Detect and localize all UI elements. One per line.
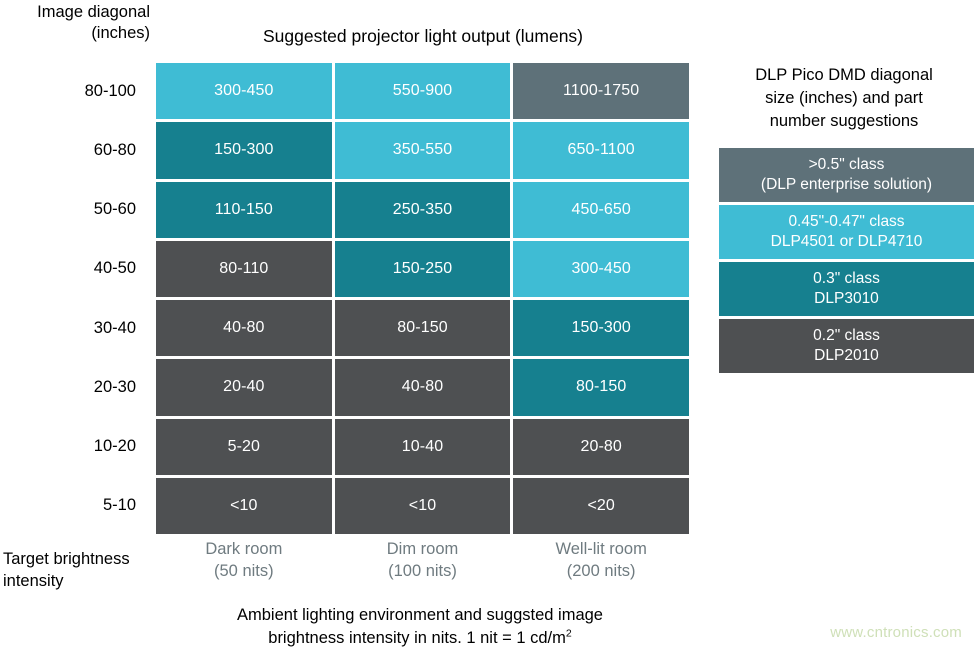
heatmap-cell: 110-150 [156, 181, 332, 238]
footnote-line2: brightness intensity in nits. 1 nit = 1 … [140, 627, 700, 650]
column-caption-line2: (100 nits) [388, 562, 457, 580]
heatmap-cell: 300-450 [513, 240, 689, 297]
legend-item-line2: DLP2010 [814, 347, 879, 364]
column-caption-line2: (200 nits) [566, 562, 636, 580]
row-label: 20-30 [93, 377, 136, 396]
heatmap-cell: 150-250 [334, 240, 511, 297]
legend-item-line1: >0.5" class [808, 156, 885, 173]
heatmap-cell: 650-1100 [513, 122, 689, 179]
legend-title: DLP Pico DMD diagonal size (inches) and … [714, 64, 974, 133]
footnote-superscript: 2 [565, 627, 572, 640]
column-caption-line1: Dark room [205, 540, 283, 558]
chart-footnote: Ambient lighting environment and suggste… [140, 604, 700, 650]
heatmap-grid: 300-450 550-900 1100-1750 150-300 350-550 650… [156, 63, 689, 534]
row-label: 5-10 [102, 496, 136, 515]
legend-item-line1: 0.3" class [813, 270, 880, 287]
legend: >0.5" class (DLP enterprise solution) 0.45… [719, 148, 974, 373]
heatmap-cell: 20-40 [156, 359, 332, 416]
column-caption-line1: Dim room [386, 540, 459, 558]
column-caption-line2: (50 nits) [214, 562, 274, 580]
watermark: www.cntronics.com [830, 624, 962, 641]
legend-item-line2: DLP3010 [814, 290, 879, 307]
row-label: 10-20 [93, 437, 136, 456]
column-caption: Dark room (50 nits) [156, 538, 332, 582]
heatmap-cell: 40-80 [334, 359, 511, 416]
legend-item: 0.3" class DLP3010 [719, 262, 974, 316]
chart-title: Suggested projector light output (lumens… [262, 26, 584, 46]
legend-item: >0.5" class (DLP enterprise solution) [719, 148, 974, 202]
row-label: 60-80 [93, 140, 136, 159]
bottom-left-caption-line1: Target brightness [3, 550, 130, 568]
heatmap-cell: <10 [156, 477, 332, 534]
legend-item-line1: 0.2" class [813, 327, 880, 344]
column-caption-line1: Well-lit room [555, 540, 647, 558]
row-axis-caption-line2: (inches) [91, 24, 150, 42]
heatmap-cell: 1100-1750 [513, 63, 689, 120]
legend-title-line2: size (inches) and part [765, 89, 923, 107]
bottom-left-axis-caption: Target brightness intensity [3, 548, 153, 592]
row-label: 80-100 [84, 81, 136, 100]
row-label: 40-50 [93, 259, 136, 278]
heatmap-cell: 250-350 [334, 181, 511, 238]
row-label: 30-40 [93, 318, 136, 337]
legend-item: 0.2" class DLP2010 [719, 319, 974, 373]
heatmap-cell: 300-450 [156, 63, 332, 120]
legend-item-line2: (DLP enterprise solution) [760, 176, 933, 193]
heatmap-cell: <20 [513, 477, 689, 534]
heatmap-cell: 5-20 [156, 418, 332, 475]
heatmap-cell: <10 [334, 477, 511, 534]
heatmap-cell: 150-300 [513, 300, 689, 357]
heatmap-cell: 80-150 [513, 359, 689, 416]
column-caption: Dim room (100 nits) [335, 538, 511, 582]
heatmap-cell: 150-300 [156, 122, 332, 179]
column-caption-row: Dark room (50 nits) Dim room (100 nits) Well… [156, 538, 689, 582]
heatmap-cell: 550-900 [334, 63, 511, 120]
legend-item-line1: 0.45"-0.47" class [788, 213, 905, 230]
legend-item: 0.45"-0.47" class DLP4501 or DLP4710 [719, 205, 974, 259]
row-axis-caption-line1: Image diagonal [37, 3, 150, 21]
heatmap-cell: 80-150 [334, 300, 511, 357]
row-label-column: 80-100 60-80 50-60 40-50 30-40 20-30 10-20 5-10 [0, 63, 142, 534]
legend-title-line3: number suggestions [769, 112, 919, 130]
row-axis-caption: Image diagonal (inches) [0, 2, 150, 44]
heatmap-cell: 450-650 [513, 181, 689, 238]
heatmap-cell: 10-40 [334, 418, 511, 475]
heatmap-cell: 80-110 [156, 240, 332, 297]
footnote-line2-text: brightness intensity in nits. 1 nit = 1 … [268, 629, 566, 647]
heatmap-cell: 20-80 [513, 418, 689, 475]
column-caption: Well-lit room (200 nits) [513, 538, 689, 582]
legend-title-line1: DLP Pico DMD diagonal [755, 66, 933, 84]
legend-item-line2: DLP4501 or DLP4710 [770, 233, 923, 250]
bottom-left-caption-line2: intensity [3, 572, 64, 590]
row-label: 50-60 [93, 200, 136, 219]
heatmap-cell: 40-80 [156, 300, 332, 357]
footnote-line1: Ambient lighting environment and suggste… [237, 606, 603, 624]
heatmap-cell: 350-550 [334, 122, 511, 179]
